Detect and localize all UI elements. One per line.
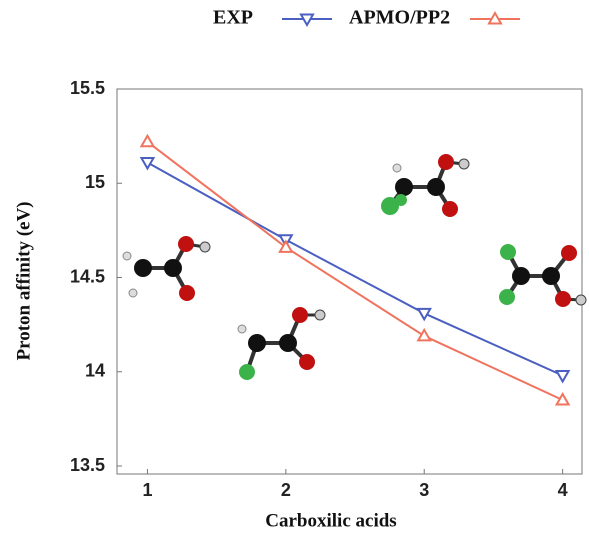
series-line — [147, 142, 562, 400]
y-tick-label: 14.5 — [70, 266, 105, 286]
chart: Carboxilic acids Proton affinity (eV) 13… — [0, 0, 589, 534]
molecule-4 — [499, 244, 586, 307]
x-tick-label: 1 — [142, 480, 152, 500]
x-tick-label: 3 — [419, 480, 429, 500]
y-tick-label: 14 — [85, 361, 105, 381]
marker — [141, 136, 153, 147]
legend-label: APMO/PP2 — [349, 7, 450, 29]
marker — [418, 330, 430, 341]
legend-label: EXP — [213, 7, 253, 29]
y-tick-label: 13.5 — [70, 455, 105, 475]
marker — [557, 371, 569, 382]
x-tick-label: 2 — [281, 480, 291, 500]
y-tick-label: 15 — [85, 172, 105, 192]
marker — [418, 309, 430, 320]
marker — [141, 158, 153, 169]
molecule-2 — [238, 307, 325, 380]
series-line — [147, 163, 562, 376]
y-tick-label: 15.5 — [70, 78, 105, 98]
marker — [557, 394, 569, 405]
x-axis-label: Carboxilic acids — [265, 510, 396, 531]
x-tick-label: 4 — [558, 480, 568, 500]
molecule-1 — [123, 236, 210, 301]
y-axis-label: Proton affinity (eV) — [13, 201, 34, 360]
plot-frame — [117, 89, 582, 474]
molecule-3 — [381, 154, 469, 217]
